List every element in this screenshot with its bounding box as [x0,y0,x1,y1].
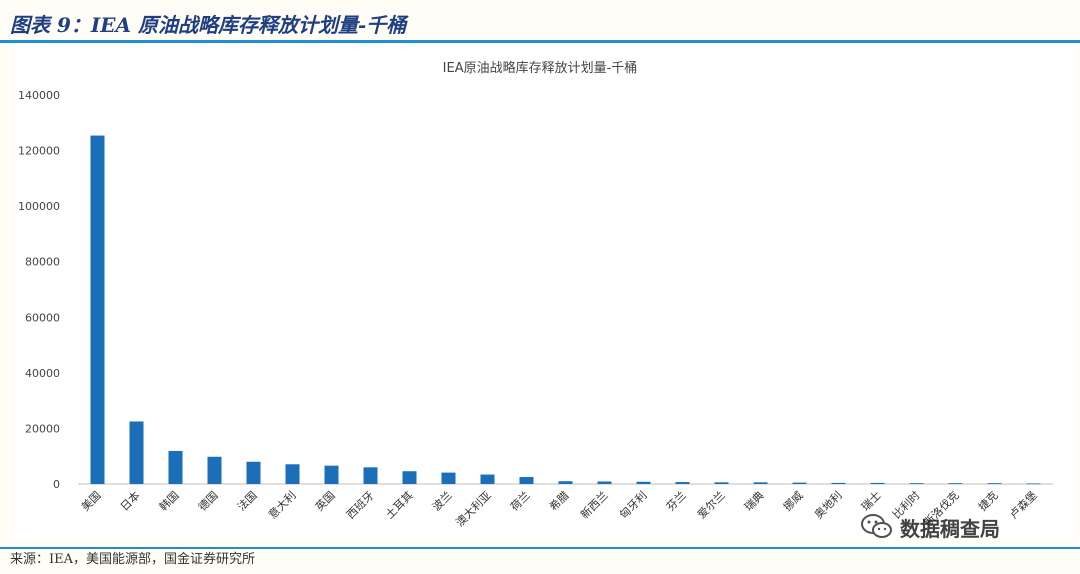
bar [480,474,495,484]
x-tick-label: 爱尔兰 [695,489,728,522]
x-tick-label: 日本 [117,488,142,513]
bar [168,450,183,484]
y-tick-label: 40000 [25,367,60,380]
bar-chart: IEA原油战略库存释放计划量-千桶 0 20000 40000 60000 80000 1… [18,60,1053,529]
bar [324,465,339,484]
x-tick-label: 韩国 [156,488,181,513]
y-tick-label: 60000 [25,311,60,324]
x-tick-label: 瑞典 [741,488,766,513]
x-tick-label: 荷兰 [508,489,533,514]
bars [90,135,1041,485]
watermark: 数据稠查局 [860,509,1000,545]
bar [90,135,105,484]
bar [246,461,261,484]
x-tick-label: 匈牙利 [616,488,649,521]
y-axis-ticks: 0 20000 40000 60000 80000 100000 120000 140000 [18,89,60,491]
bar [753,482,768,484]
x-tick-label: 奥地利 [811,488,844,521]
y-tick-label: 20000 [25,422,60,435]
x-tick-label: 澳大利亚 [453,488,494,529]
wechat-icon [861,514,892,538]
chart-title: IEA原油战略库存释放计划量-千桶 [443,60,638,76]
x-tick-label: 芬兰 [664,489,689,514]
x-tick-label: 波兰 [430,489,455,514]
x-tick-label: 土耳其 [383,489,416,522]
source-note: 来源：IEA，美国能源部，国金证券研究所 [10,552,256,567]
y-tick-label: 0 [53,478,60,491]
x-tick-label: 西班牙 [344,489,377,522]
x-tick-label: 德国 [195,488,220,513]
watermark-text: 数据稠查局 [900,516,1000,541]
bar [558,481,573,484]
x-tick-label: 英国 [312,488,337,513]
bar [597,481,612,484]
x-tick-label: 美国 [79,489,104,514]
bar [519,477,534,484]
y-tick-label: 80000 [25,256,60,269]
x-tick-label: 法国 [234,488,259,513]
figure-title: 图表 9：IEA 原油战略库存释放计划量-千桶 [10,13,407,37]
x-tick-label: 新西兰 [577,488,610,521]
bar [792,482,807,484]
bar [129,421,144,484]
x-tick-label: 卢森堡 [1006,488,1039,521]
x-tick-label: 挪威 [780,488,805,513]
bar [948,483,963,484]
bar [675,482,690,484]
bar [870,482,885,484]
bar [636,481,651,484]
x-tick-label: 意大利 [265,488,298,521]
bar [207,456,222,484]
source-rule [0,547,1080,549]
y-tick-label: 120000 [18,145,60,158]
y-tick-label: 140000 [18,89,60,102]
chart-panel: IEA原油战略库存释放计划量-千桶 0 20000 40000 60000 80000 1… [10,45,1076,541]
bar [909,483,924,484]
x-tick-label: 希腊 [546,488,571,513]
title-rule [0,40,1080,43]
bar [402,471,417,484]
bar [831,482,846,484]
y-tick-label: 100000 [18,200,60,213]
bar [285,464,300,484]
bar [714,482,729,484]
bar [987,483,1002,484]
bar [441,472,456,484]
bar [1026,483,1041,485]
bar [363,467,378,484]
